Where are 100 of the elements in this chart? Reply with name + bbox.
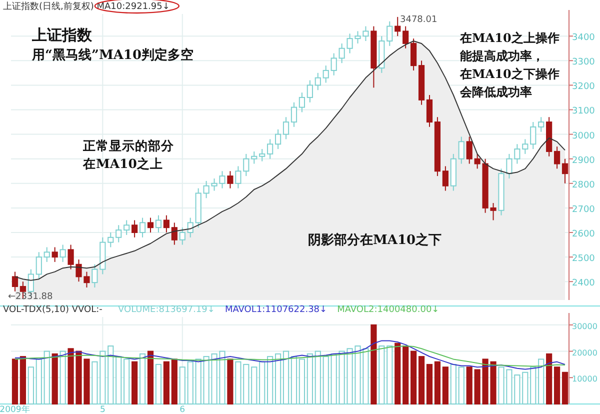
candlestick <box>538 116 544 132</box>
y-tick-label: 2700 <box>572 204 596 215</box>
candlestick <box>12 271 18 292</box>
bar <box>235 361 242 404</box>
bar <box>171 358 178 404</box>
candlestick <box>402 26 409 49</box>
candlestick <box>290 102 298 128</box>
bar <box>442 366 448 404</box>
annotation: 阴影部分在MA10之下 <box>308 232 442 248</box>
candlestick <box>314 72 321 91</box>
annotation: ←2331.88 <box>8 292 54 302</box>
chart-title: VOL-TDX(5,10) VVOL:- <box>3 305 102 315</box>
candlestick <box>171 222 178 246</box>
y-tick-label: 2900 <box>572 156 596 166</box>
annotation: 会降低成功率 <box>459 85 532 99</box>
candlestick <box>267 138 274 160</box>
candlestick <box>330 52 337 76</box>
candlestick <box>155 214 162 233</box>
bar <box>290 356 298 404</box>
bar <box>530 366 536 404</box>
bar <box>458 366 464 404</box>
text: MAVOL1:1107622.38↓ <box>224 305 328 315</box>
candlestick <box>163 214 170 233</box>
annotation: 上证指数 <box>31 26 93 44</box>
y-tick-label: 3200 <box>572 82 596 92</box>
bar <box>546 353 552 404</box>
bar <box>227 358 234 404</box>
bar <box>108 346 114 404</box>
candlestick <box>530 122 536 150</box>
bar <box>466 366 472 404</box>
y-tick-label: 10000 <box>572 374 598 384</box>
bar <box>274 353 282 404</box>
bar <box>402 346 409 404</box>
bar <box>306 353 313 404</box>
x-tick-label: 5 <box>100 405 106 414</box>
bar <box>282 350 290 404</box>
bar <box>298 358 306 404</box>
bar <box>44 350 50 404</box>
bar <box>418 356 425 404</box>
annotation: 用“黑马线”MA10判定多空 <box>31 47 194 63</box>
annotation: 在MA10之下操作 <box>459 67 560 81</box>
bar <box>538 358 544 404</box>
y-tick-label: 30000 <box>572 322 598 331</box>
x-tick-label: 2009年 <box>0 404 30 414</box>
bar <box>386 346 393 404</box>
bar <box>28 366 34 404</box>
y-tick-label: 2400 <box>572 278 596 289</box>
bar <box>522 372 528 404</box>
bar <box>147 350 154 404</box>
candlestick <box>36 252 42 280</box>
candlestick <box>60 244 66 262</box>
y-tick-label: 2500 <box>572 254 596 264</box>
y-tick-label: 3400 <box>572 33 596 44</box>
candlestick <box>274 128 282 150</box>
bar <box>562 372 568 404</box>
bar <box>322 356 329 404</box>
bar <box>179 366 186 404</box>
y-tick-label: 3300 <box>572 58 596 68</box>
bar <box>370 324 377 404</box>
y-tick-label: 2800 <box>572 180 596 190</box>
bar <box>187 361 194 404</box>
bar <box>394 342 401 404</box>
annotation: 3478.01 <box>400 15 438 25</box>
candlestick <box>259 148 266 162</box>
annotation: 正常显示的部分 <box>82 138 175 153</box>
bar <box>259 361 266 404</box>
candlestick <box>426 94 433 128</box>
candlestick <box>52 246 58 262</box>
y-tick-label: 20000 <box>572 348 598 358</box>
candlestick <box>227 170 234 189</box>
annotation: 在MA10之上 <box>82 156 163 171</box>
candlestick <box>322 65 329 84</box>
bar <box>116 356 122 404</box>
candlestick <box>124 220 130 236</box>
bar <box>20 356 26 404</box>
candlestick <box>442 166 448 192</box>
candlestick <box>386 20 393 46</box>
annotation: 能提高成功率， <box>460 49 544 63</box>
bar <box>243 364 250 404</box>
text: VOLUME:813697.19↓ <box>118 305 215 315</box>
candlestick <box>282 116 290 140</box>
bar <box>60 350 66 404</box>
candlestick <box>108 232 114 248</box>
chart-title: 上证指数(日线,前复权) MA10:2921.95↓ <box>3 1 170 12</box>
bar <box>163 361 170 404</box>
y-tick-label: 3000 <box>572 131 596 142</box>
bar <box>12 358 18 404</box>
bar <box>314 350 321 404</box>
bar <box>434 361 441 404</box>
bar <box>378 346 385 404</box>
bar <box>36 358 42 404</box>
bar <box>132 361 138 404</box>
line-series <box>14 346 566 367</box>
y-tick-label: 2600 <box>572 229 596 240</box>
candlestick <box>410 38 417 71</box>
x-tick-label: 6 <box>180 405 186 414</box>
bar <box>251 366 258 404</box>
candlestick <box>251 150 258 164</box>
candlestick <box>139 217 146 238</box>
candlestick <box>298 92 306 113</box>
